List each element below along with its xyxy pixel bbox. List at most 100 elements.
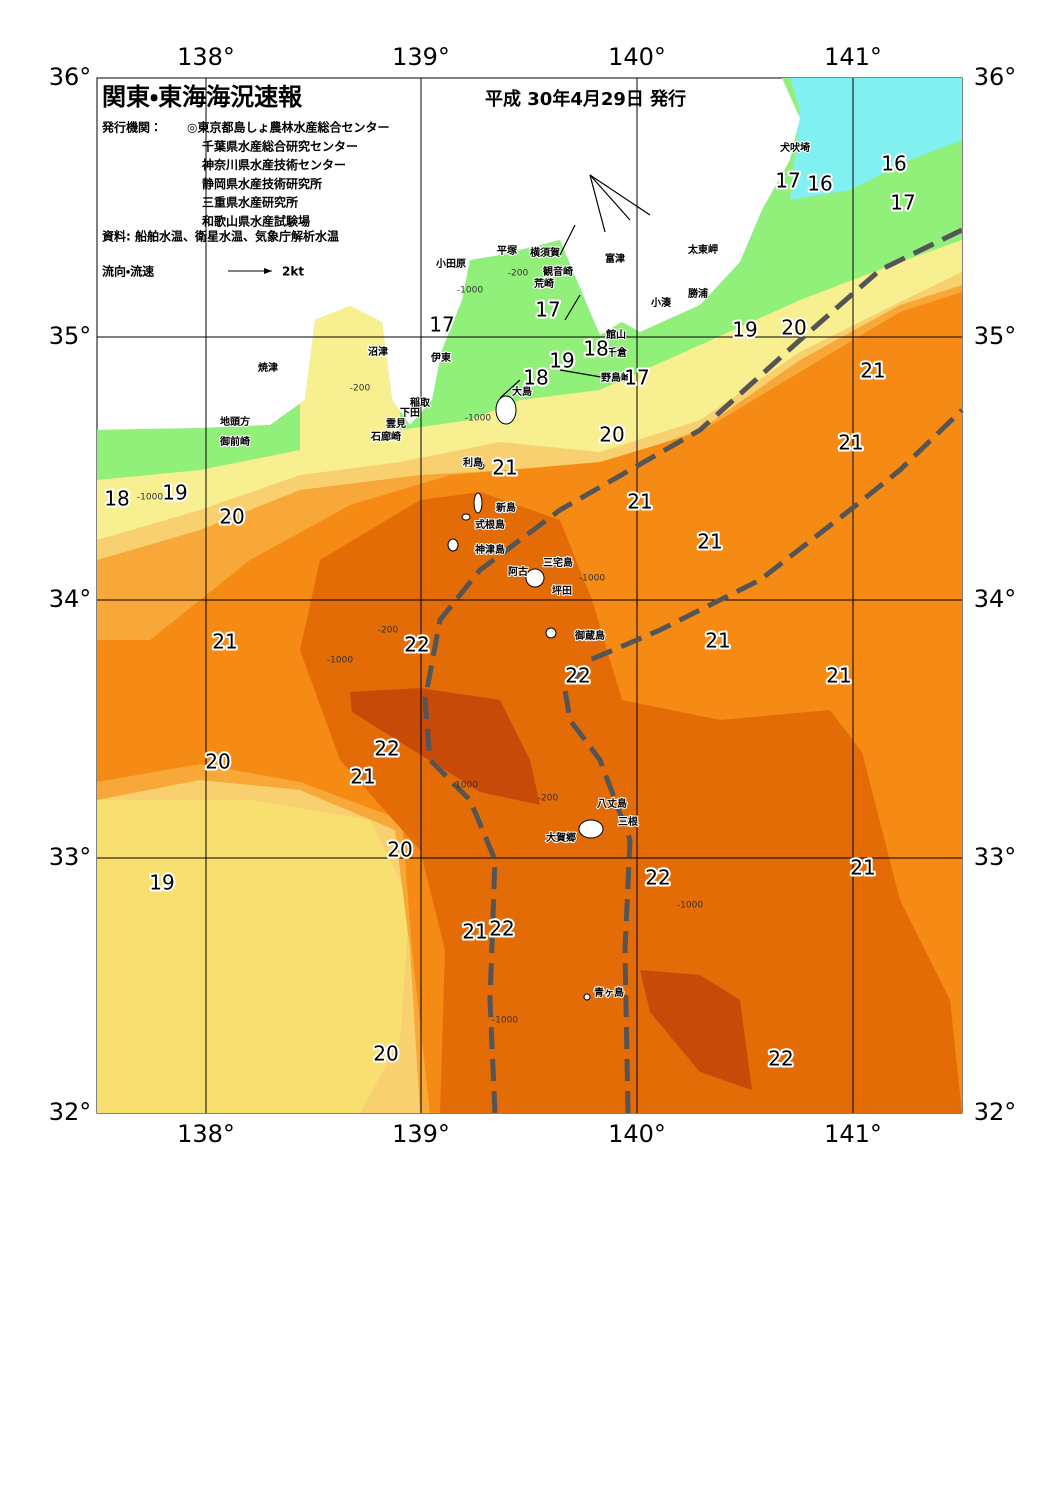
place-label: 小田原 bbox=[435, 257, 466, 270]
coordinate-label: 141° bbox=[824, 1120, 882, 1148]
place-label: 伊東 bbox=[430, 351, 451, 364]
depth-label: -200 bbox=[350, 384, 371, 394]
coordinate-label: 138° bbox=[177, 1120, 235, 1148]
header-text: 資料: 船舶水温、衛星水温、気象庁解析水温 bbox=[102, 229, 339, 244]
depth-label: -200 bbox=[538, 794, 559, 804]
isotherm-label: 19 bbox=[732, 318, 757, 342]
isotherm-label: 16 bbox=[807, 172, 832, 196]
isotherm-label: 21 bbox=[212, 630, 237, 654]
isotherm-label: 21 bbox=[826, 664, 851, 688]
depth-label: -200 bbox=[508, 269, 529, 279]
place-label: 八丈島 bbox=[597, 797, 627, 810]
depth-label: -1000 bbox=[677, 901, 703, 911]
isotherm-label: 21 bbox=[705, 629, 730, 653]
place-label: 観音崎 bbox=[543, 265, 573, 278]
depth-label: -1000 bbox=[137, 493, 163, 503]
coordinate-label: 141° bbox=[824, 43, 882, 71]
header-text: ◎東京都島しょ農林水産総合センター bbox=[187, 120, 389, 135]
isotherm-label: 18 bbox=[523, 366, 548, 390]
header-text: 神奈川県水産技術センター bbox=[201, 157, 346, 172]
header-text: 関東・東海海況速報 bbox=[102, 83, 303, 111]
place-label: 青ヶ島 bbox=[594, 986, 624, 999]
isotherm-label: 22 bbox=[645, 866, 670, 890]
isotherm-label: 20 bbox=[373, 1042, 398, 1066]
isotherm-label: 16 bbox=[881, 152, 906, 176]
isotherm-label: 20 bbox=[219, 505, 244, 529]
depth-label: -1000 bbox=[327, 656, 353, 666]
isotherm-label: 19 bbox=[162, 481, 187, 505]
place-label: 沼津 bbox=[368, 345, 388, 358]
depth-label: -1000 bbox=[452, 781, 478, 791]
place-label: 新島 bbox=[495, 501, 516, 514]
coordinate-label: 34° bbox=[974, 585, 1017, 613]
depth-label: -200 bbox=[378, 626, 399, 636]
isotherm-label: 17 bbox=[890, 191, 915, 215]
coordinate-label: 35° bbox=[49, 322, 92, 350]
place-label: 稲取 bbox=[410, 396, 431, 409]
place-label: 神津島 bbox=[474, 543, 505, 556]
place-label: 地頭方 bbox=[220, 415, 250, 428]
isotherm-label: 22 bbox=[374, 737, 399, 761]
place-label: 石廊崎 bbox=[370, 430, 401, 443]
isotherm-label: 21 bbox=[627, 490, 652, 514]
isotherm-label: 22 bbox=[565, 664, 590, 688]
current-arrows bbox=[499, 174, 651, 399]
isotherm-label: 21 bbox=[492, 456, 517, 480]
isotherm-label: 20 bbox=[599, 423, 624, 447]
place-label: 太東岬 bbox=[687, 243, 718, 256]
place-label: 式根島 bbox=[475, 518, 505, 531]
isotherm-label: 19 bbox=[549, 349, 574, 373]
isotherm-label: 22 bbox=[404, 633, 429, 657]
place-label: 小湊 bbox=[650, 296, 672, 309]
isotherm-label: 21 bbox=[462, 920, 487, 944]
coordinate-label: 33° bbox=[974, 843, 1017, 871]
place-label: 犬吠埼 bbox=[780, 141, 810, 154]
isotherm-label: 20 bbox=[205, 750, 230, 774]
depth-label: -1000 bbox=[579, 574, 605, 584]
coordinate-label: 34° bbox=[49, 585, 92, 613]
isotherm-label: 21 bbox=[697, 530, 722, 554]
place-label: 野島崎 bbox=[601, 371, 631, 384]
header-text: 千葉県水産総合研究センター bbox=[202, 138, 358, 153]
place-label: 雲見 bbox=[386, 418, 406, 430]
graticule bbox=[97, 78, 962, 1113]
isotherm-label: 17 bbox=[429, 313, 454, 337]
place-label: 三宅島 bbox=[543, 556, 573, 569]
kuroshio-axis bbox=[422, 227, 964, 1114]
isotherm-label: 17 bbox=[624, 366, 649, 390]
isotherm-label: 21 bbox=[350, 765, 375, 789]
coordinate-label: 32° bbox=[49, 1098, 92, 1126]
coordinate-label: 36° bbox=[49, 63, 92, 91]
place-label: 勝浦 bbox=[688, 287, 708, 300]
coordinate-label: 35° bbox=[974, 322, 1017, 350]
header-text: 静岡県水産技術研究所 bbox=[202, 176, 322, 191]
isotherm-label: 18 bbox=[583, 337, 608, 361]
coordinate-label: 139° bbox=[392, 1120, 450, 1148]
islands bbox=[447, 395, 604, 1001]
header-text: 発行機関： bbox=[101, 120, 162, 135]
place-label: 富津 bbox=[605, 252, 625, 265]
place-label: 平塚 bbox=[497, 244, 518, 257]
isotherm-label: 21 bbox=[860, 359, 885, 383]
place-label: 千倉 bbox=[607, 346, 628, 359]
isotherm-label: 17 bbox=[535, 298, 560, 322]
place-label: 坪田 bbox=[552, 584, 572, 597]
isotherm-label: 17 bbox=[775, 169, 800, 193]
place-label: 大賀郷 bbox=[546, 831, 576, 844]
place-label: 横須賀 bbox=[530, 246, 560, 259]
isotherm-label: 21 bbox=[838, 431, 863, 455]
isotherm-label: 18 bbox=[104, 487, 129, 511]
header-text: 流向・流速 bbox=[102, 264, 154, 279]
place-label: 大島 bbox=[512, 385, 532, 398]
coordinate-label: 140° bbox=[608, 43, 666, 71]
header-text: 和歌山県水産試験場 bbox=[201, 214, 310, 229]
place-label: 阿古 bbox=[508, 565, 528, 578]
depth-label: -1000 bbox=[465, 414, 491, 424]
coordinate-label: 140° bbox=[608, 1120, 666, 1148]
depth-label: -1000 bbox=[492, 1016, 518, 1026]
place-label: 焼津 bbox=[258, 361, 278, 374]
place-label: 館山 bbox=[605, 328, 626, 341]
place-label: 御前崎 bbox=[219, 435, 250, 448]
isotherm-label: 21 bbox=[850, 856, 875, 880]
